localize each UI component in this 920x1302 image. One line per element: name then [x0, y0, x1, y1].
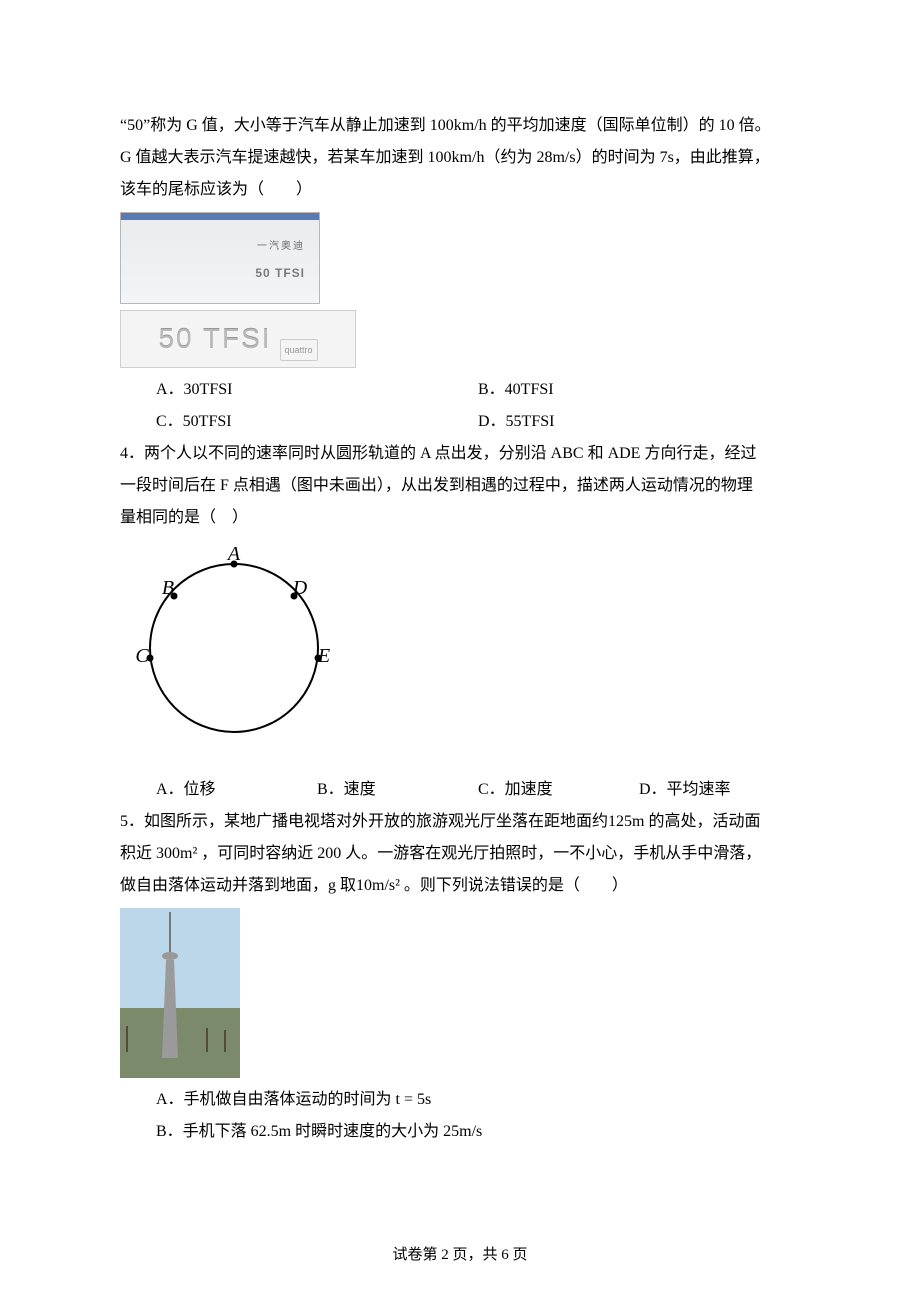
- q3-options-row1: A．30TFSI B．40TFSI: [120, 374, 800, 406]
- node-label: E: [317, 645, 330, 667]
- q5-option-b: B．手机下落 62.5m 时瞬时速度的大小为 25m/s: [120, 1116, 800, 1148]
- q4-stem-line1: 4．两个人以不同的速率同时从圆形轨道的 A 点出发，分别沿 ABC 和 ADE …: [120, 438, 800, 470]
- q3-options-row2: C．50TFSI D．55TFSI: [120, 406, 800, 438]
- q5-option-a: A．手机做自由落体运动的时间为 t = 5s: [120, 1084, 800, 1116]
- q4-options: A．位移 B．速度 C．加速度 D．平均速率: [120, 774, 800, 806]
- node-label: C: [135, 645, 149, 667]
- page-content: “50”称为 G 值，大小等于汽车从静止加速到 100km/h 的平均加速度（国…: [0, 0, 920, 1148]
- q4-option-a: A．位移: [156, 774, 317, 806]
- badge-closeup: 50 TFSI quattro: [120, 310, 356, 368]
- ground-rect: [120, 1008, 240, 1078]
- q3-option-d: D．55TFSI: [478, 406, 800, 438]
- q3-intro-line2: G 值越大表示汽车提速越快，若某车加速到 100km/h（约为 28m/s）的时…: [120, 142, 800, 174]
- sky-rect: [120, 908, 240, 1008]
- q5-stem-line3: 做自由落体运动并落到地面，g 取10m/s² 。则下列说法错误的是（ ）: [120, 870, 800, 902]
- q5-stem-line2: 积近 300m² ，可同时容纳近 200 人。一游客在观光厅拍照时，一不小心，手…: [120, 838, 800, 870]
- circle-diagram: A B D C E: [124, 538, 344, 758]
- q4-option-b: B．速度: [317, 774, 478, 806]
- q4-stem-line2: 一段时间后在 F 点相遇（图中未画出），从出发到相遇的过程中，描述两人运动情况的…: [120, 470, 800, 502]
- car-badge-text: 50 TFSI: [255, 261, 305, 285]
- tv-tower-photo: [120, 908, 240, 1078]
- tree2-trunk: [206, 1028, 208, 1052]
- tree3-trunk: [224, 1030, 226, 1052]
- tree1-trunk: [126, 1026, 128, 1052]
- node-label: A: [226, 543, 241, 565]
- q5-image: [120, 908, 800, 1078]
- tower-pod: [162, 952, 178, 960]
- q5-stem-line1: 5．如图所示，某地广播电视塔对外开放的旅游观光厅坐落在距地面约125m 的高处，…: [120, 806, 800, 838]
- q3-option-c: C．50TFSI: [156, 406, 478, 438]
- page-footer: 试卷第 2 页，共 6 页: [0, 1243, 920, 1264]
- q4-option-d: D．平均速率: [639, 774, 800, 806]
- car-brand-text: 一汽奥迪: [257, 237, 305, 257]
- badge-sub-text: quattro: [280, 339, 318, 361]
- q3-intro-line1: “50”称为 G 值，大小等于汽车从静止加速到 100km/h 的平均加速度（国…: [120, 110, 800, 142]
- node-label: D: [292, 577, 308, 599]
- q4-option-c: C．加速度: [478, 774, 639, 806]
- q3-option-a: A．30TFSI: [156, 374, 478, 406]
- q4-stem-line3: 量相同的是（ ）: [120, 502, 800, 534]
- q3-intro-line3: 该车的尾标应该为（ ）: [120, 174, 800, 206]
- node-label: B: [162, 577, 174, 599]
- car-rear-photo: 一汽奥迪 50 TFSI: [120, 212, 320, 304]
- badge-big-text: 50 TFSI: [158, 311, 271, 367]
- q3-images: 一汽奥迪 50 TFSI 50 TFSI quattro: [120, 212, 800, 368]
- q3-option-b: B．40TFSI: [478, 374, 800, 406]
